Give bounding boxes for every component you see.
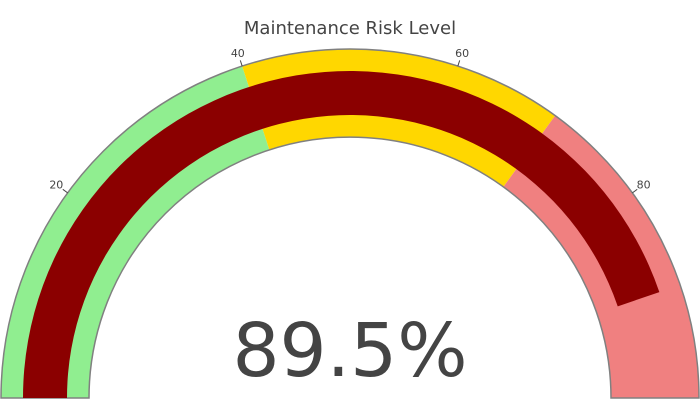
- gauge-tick-label-40: 40: [231, 47, 245, 60]
- gauge-tick-label-20: 20: [49, 179, 63, 192]
- gauge-tick-mark-40: [239, 60, 243, 67]
- gauge-tick-mark-80: [632, 188, 638, 194]
- gauge-tick-label-60: 60: [455, 47, 469, 60]
- gauge-border: [0, 48, 700, 399]
- gauge-value-label: 89.5%: [232, 308, 467, 394]
- chart-title: Maintenance Risk Level: [244, 18, 456, 39]
- gauge-tick-mark-60: [457, 60, 461, 67]
- gauge-value-bar-group: [23, 70, 660, 398]
- gauge-value-bar: [23, 70, 660, 398]
- gauge-ticks: 20 40 60 80: [49, 47, 651, 194]
- gauge-tick-label-80: 80: [637, 179, 651, 192]
- gauge-tick-mark-20: [62, 188, 68, 194]
- gauge-outline: [0, 48, 700, 399]
